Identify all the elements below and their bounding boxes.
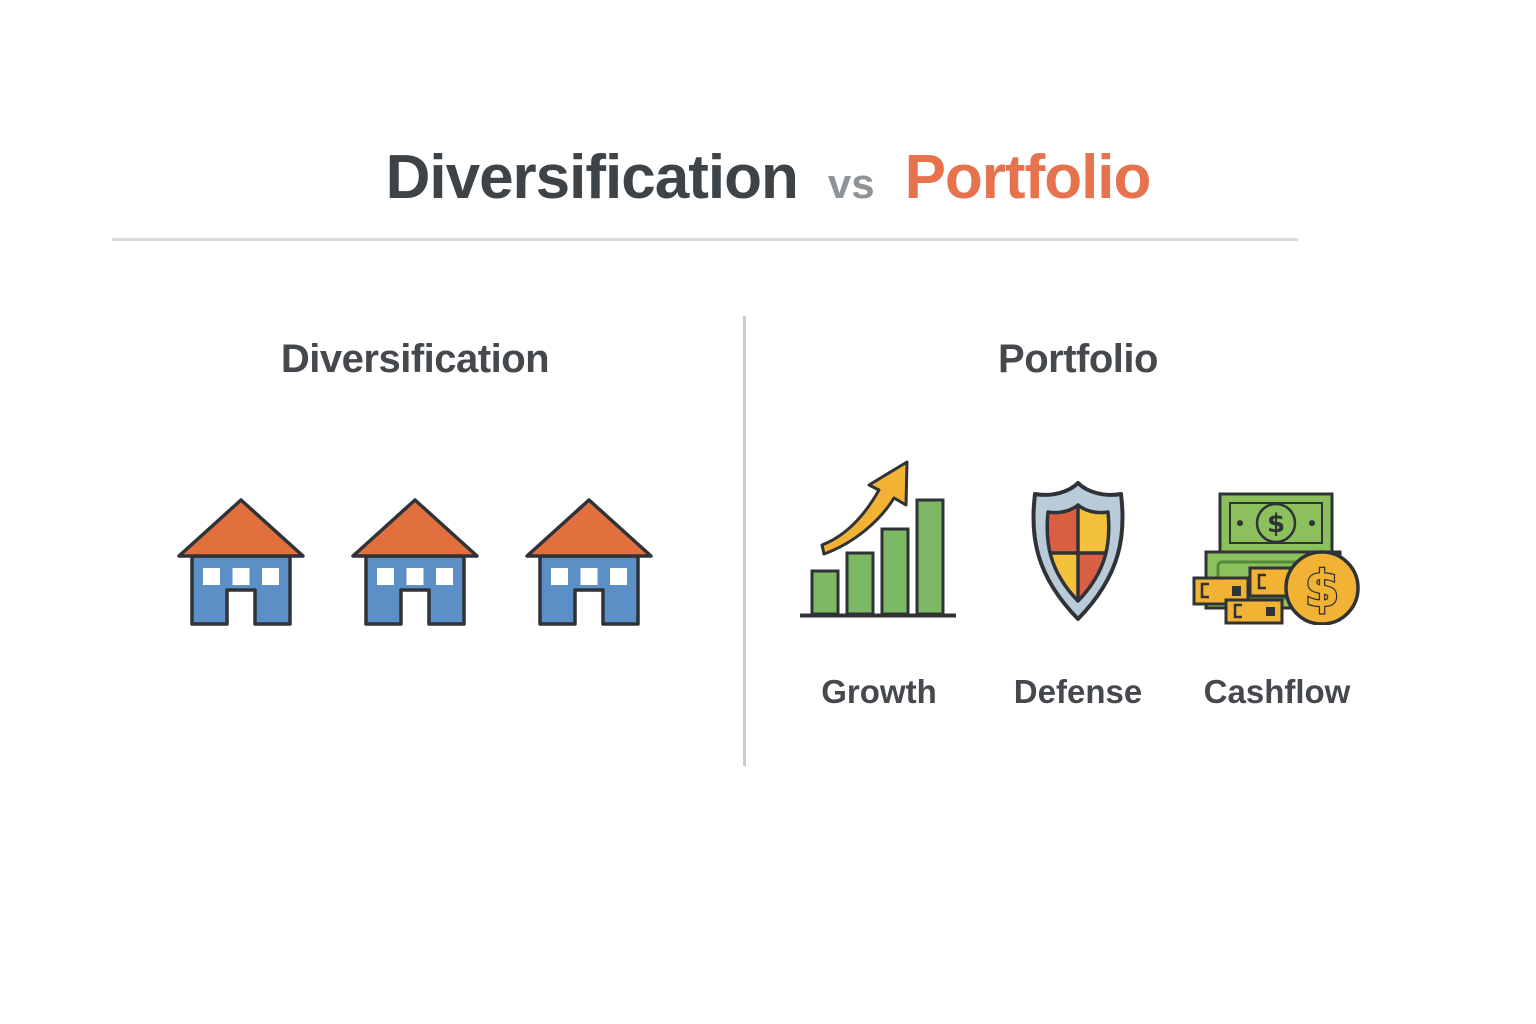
page-title: Diversification vs Portfolio xyxy=(0,142,1536,213)
item-label-cashflow: Cashflow xyxy=(1203,673,1351,710)
portfolio-item-cashflow: $ $ xyxy=(1182,455,1372,712)
house-icon xyxy=(525,496,653,633)
svg-text:$: $ xyxy=(1267,509,1285,539)
column-divider xyxy=(743,316,746,766)
item-label-defense: Defense xyxy=(1013,673,1143,710)
right-column-heading: Portfolio xyxy=(998,337,1158,381)
house-icon xyxy=(177,496,305,633)
portfolio-item-growth: Growth xyxy=(784,455,974,712)
title-separator-text: vs xyxy=(827,160,875,207)
shield-icon xyxy=(1014,455,1142,625)
growth-chart-icon xyxy=(794,455,964,625)
house-icon xyxy=(351,496,479,633)
title-right-text: Portfolio xyxy=(904,143,1152,212)
portfolio-items-row: Growth xyxy=(754,455,1402,712)
left-column-heading: Diversification xyxy=(280,337,550,381)
title-left-text: Diversification xyxy=(385,143,799,212)
title-rule xyxy=(112,238,1298,241)
cashflow-money-icon: $ $ xyxy=(1192,455,1362,625)
houses-row xyxy=(86,496,744,633)
portfolio-item-defense: Defense xyxy=(983,455,1173,712)
item-label-growth: Growth xyxy=(821,673,937,710)
svg-text:$: $ xyxy=(1305,560,1340,618)
